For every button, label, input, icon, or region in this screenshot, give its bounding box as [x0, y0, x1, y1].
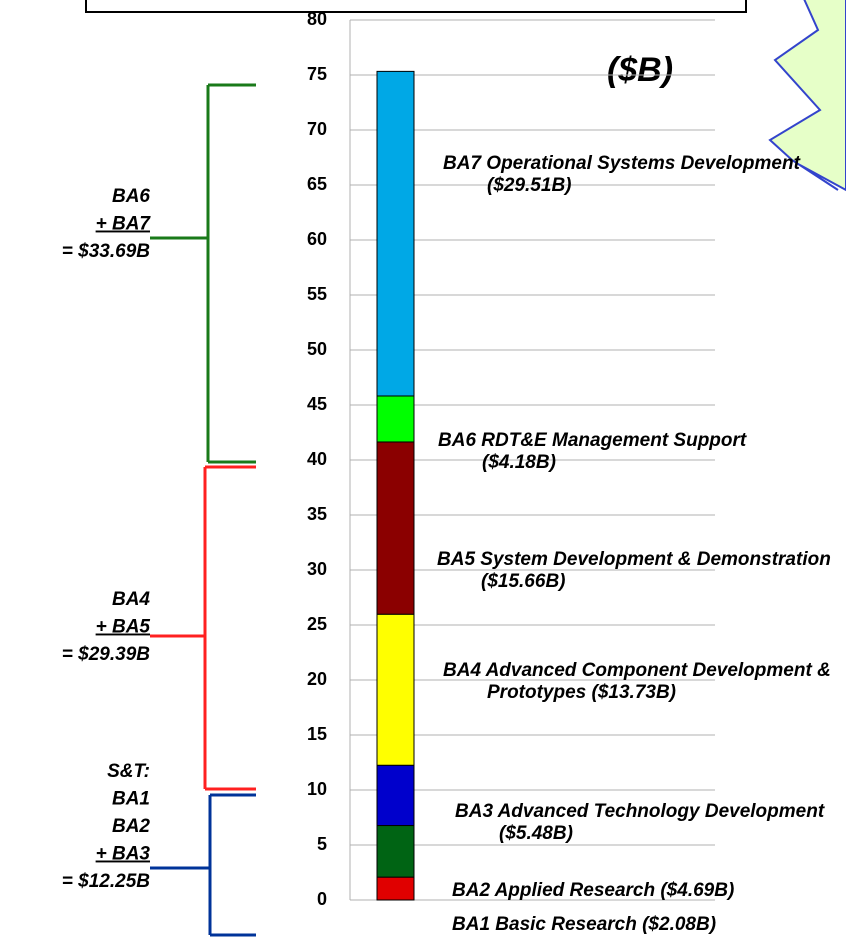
y-tick-label: 10	[307, 779, 327, 799]
bracket-label: BA6	[112, 186, 150, 207]
bracket-label: + BA5	[96, 617, 151, 638]
bracket-label: BA2	[112, 816, 150, 837]
segment-label: BA6 RDT&E Management Support ($4.18B)	[438, 430, 747, 473]
y-tick-label: 0	[317, 889, 327, 909]
y-tick-label: 5	[317, 834, 327, 854]
bracket-label: = $33.69B	[62, 241, 150, 262]
bracket-label: + BA3	[96, 844, 151, 865]
y-tick-label: 30	[307, 559, 327, 579]
starburst	[768, 0, 846, 192]
y-tick-label: 50	[307, 339, 327, 359]
bar-segment	[376, 441, 415, 615]
unit-label: ($B)	[607, 51, 673, 89]
y-tick-label: 60	[307, 229, 327, 249]
bracket-label: S&T:	[107, 761, 150, 782]
y-tick-label: 25	[307, 614, 327, 634]
y-tick-label: 55	[307, 284, 327, 304]
segment-label: BA4 Advanced Component Development & Pro…	[443, 660, 831, 703]
y-tick-label: 75	[307, 64, 327, 84]
y-tick-label: 80	[307, 9, 327, 29]
y-tick-label: 45	[307, 394, 327, 414]
y-tick-label: 20	[307, 669, 327, 689]
bar-segment	[376, 70, 415, 397]
y-tick-label: 35	[307, 504, 327, 524]
y-tick-label: 40	[307, 449, 327, 469]
bar-segment	[376, 395, 415, 443]
bracket-label: + BA7	[96, 214, 152, 235]
segment-label: BA2 Applied Research ($4.69B)	[452, 880, 735, 901]
bracket-label: BA1	[112, 789, 150, 810]
bar-segment	[376, 825, 415, 878]
bar-segment	[376, 613, 415, 766]
bar-segment	[376, 764, 415, 827]
bracket-label: = $12.25B	[62, 871, 150, 892]
y-tick-label: 65	[307, 174, 327, 194]
segment-label: BA1 Basic Research ($2.08B)	[452, 914, 717, 935]
title-box	[85, 0, 747, 13]
bracket-label: BA4	[112, 589, 150, 610]
segment-label: BA3 Advanced Technology Development ($5.…	[455, 801, 825, 844]
bar-segment	[376, 876, 415, 901]
bracket-label: = $29.39B	[62, 644, 150, 665]
segment-label: BA7 Operational Systems Development ($29…	[443, 153, 800, 196]
y-tick-label: 70	[307, 119, 327, 139]
y-tick-label: 15	[307, 724, 327, 744]
segment-label: BA5 System Development & Demonstration (…	[437, 549, 831, 592]
